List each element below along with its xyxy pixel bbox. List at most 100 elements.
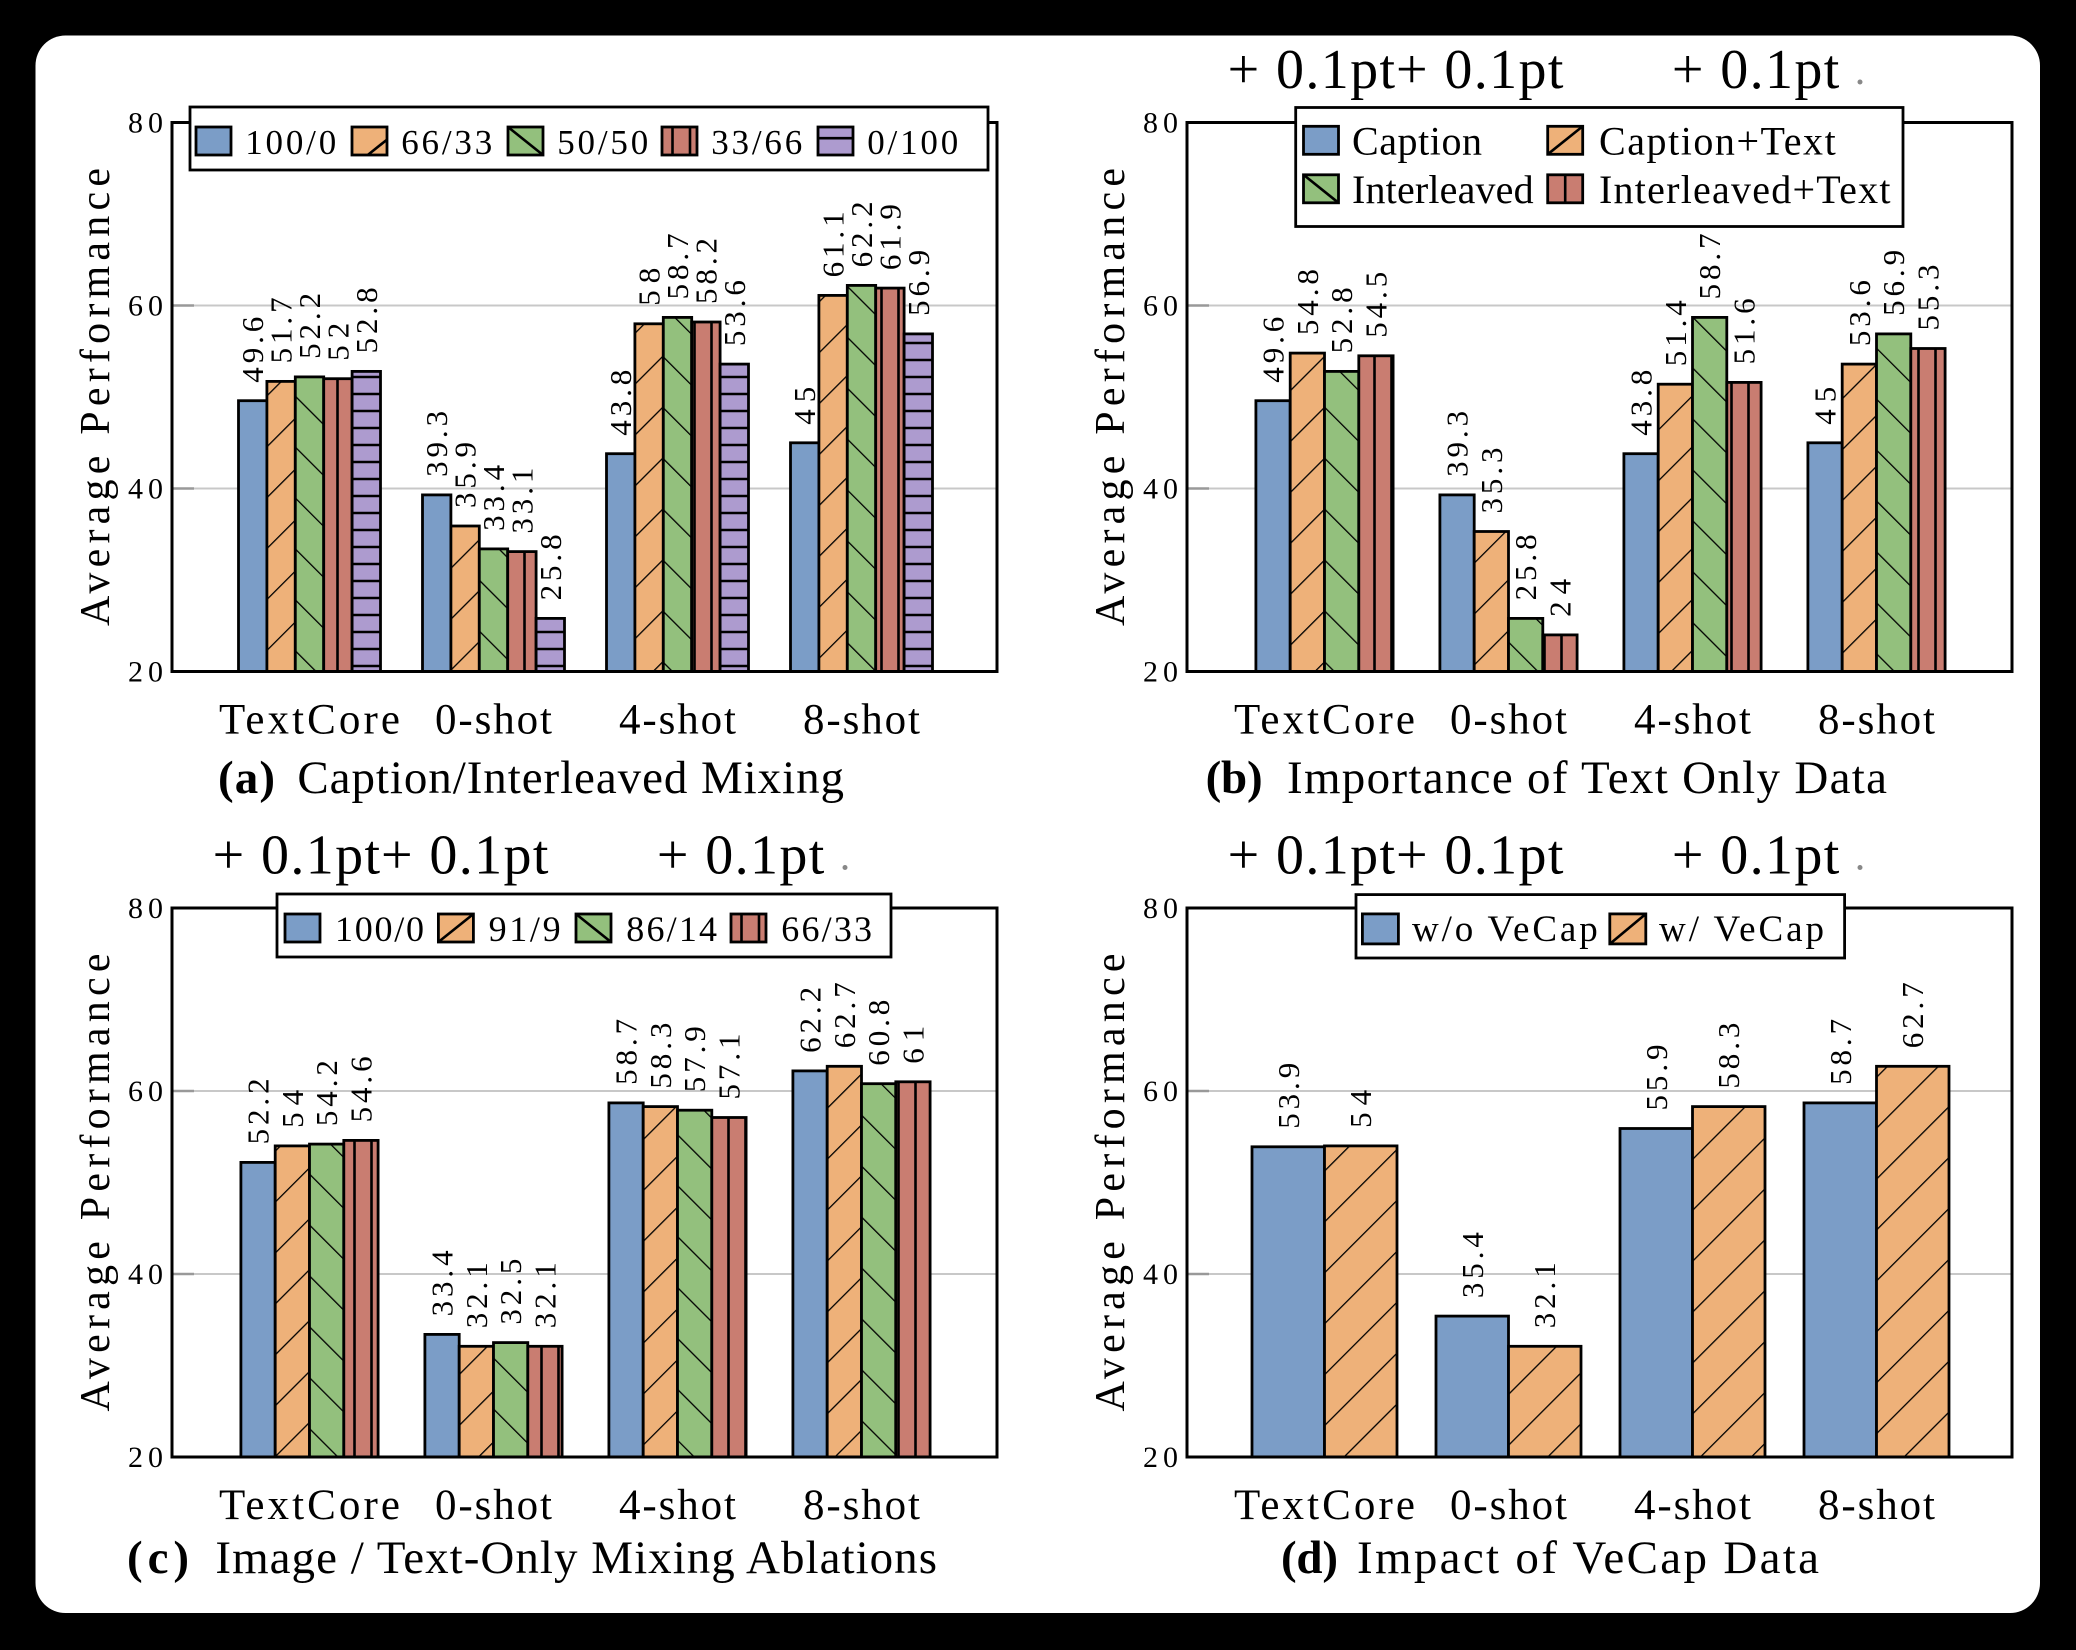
- svg-text:56.9: 56.9: [901, 250, 936, 316]
- svg-text:+ 0.1pt: + 0.1pt: [213, 825, 381, 887]
- svg-text:52.8: 52.8: [349, 287, 384, 353]
- svg-text:0-shot: 0-shot: [435, 1482, 552, 1529]
- svg-text:57.1: 57.1: [711, 1034, 746, 1100]
- svg-text:32.1: 32.1: [459, 1262, 494, 1328]
- svg-text:53.6: 53.6: [717, 280, 752, 346]
- svg-text:35.4: 35.4: [1455, 1232, 1490, 1299]
- svg-text:61.1: 61.1: [816, 211, 851, 277]
- svg-text:60.8: 60.8: [861, 1000, 896, 1066]
- svg-text:54.8: 54.8: [1290, 269, 1325, 335]
- svg-text:39.3: 39.3: [419, 411, 454, 477]
- svg-text:Importance of Text Only Data: Importance of Text Only Data: [1287, 752, 1887, 804]
- svg-text:(a): (a): [218, 752, 275, 804]
- svg-text:52.8: 52.8: [1324, 287, 1359, 353]
- svg-text:+ 0.1pt: + 0.1pt: [1228, 825, 1396, 887]
- svg-text:0/100: 0/100: [867, 123, 958, 162]
- svg-text:35.3: 35.3: [1474, 448, 1509, 514]
- svg-text:Image / Text-Only Mixing Ablat: Image / Text-Only Mixing Ablations: [215, 1532, 937, 1584]
- svg-text:54.6: 54.6: [343, 1056, 378, 1122]
- svg-text:+ 0.1pt: + 0.1pt: [1672, 39, 1840, 101]
- svg-text:+ 0.1pt: + 0.1pt: [1396, 825, 1564, 887]
- svg-text:58.3: 58.3: [1711, 1023, 1746, 1089]
- svg-text:52.2: 52.2: [292, 293, 327, 359]
- svg-text:8-shot: 8-shot: [803, 697, 920, 744]
- svg-text:58.7: 58.7: [1692, 233, 1727, 299]
- svg-text:Interleaved+Text: Interleaved+Text: [1599, 167, 1891, 212]
- svg-text:Caption: Caption: [1352, 119, 1482, 164]
- svg-text:25.8: 25.8: [533, 534, 568, 600]
- svg-text:62.7: 62.7: [1895, 982, 1930, 1048]
- svg-text:+ 0.1pt: + 0.1pt: [657, 825, 825, 887]
- svg-text:55.3: 55.3: [1911, 265, 1946, 331]
- svg-text:58.3: 58.3: [643, 1023, 678, 1089]
- svg-text:Caption+Text: Caption+Text: [1599, 119, 1836, 164]
- svg-text:51.7: 51.7: [264, 297, 299, 363]
- svg-text:Impact of VeCap Data: Impact of VeCap Data: [1357, 1532, 1819, 1584]
- svg-text:(b): (b): [1206, 752, 1263, 804]
- svg-text:33/66: 33/66: [711, 123, 802, 162]
- svg-text:+ 0.1pt: + 0.1pt: [381, 825, 549, 887]
- svg-text:32.5: 32.5: [493, 1259, 528, 1325]
- svg-text:TextCore: TextCore: [219, 697, 400, 744]
- svg-text:51.4: 51.4: [1658, 300, 1693, 367]
- svg-text:4-shot: 4-shot: [619, 1482, 736, 1529]
- svg-text:43.8: 43.8: [1624, 370, 1659, 436]
- svg-text:53.6: 53.6: [1842, 280, 1877, 346]
- svg-text:66/33: 66/33: [781, 909, 872, 949]
- svg-text:62.2: 62.2: [793, 987, 828, 1053]
- svg-text:+ 0.1pt: + 0.1pt: [1396, 39, 1564, 101]
- svg-text:51.6: 51.6: [1727, 298, 1762, 364]
- svg-text:32.1: 32.1: [1527, 1262, 1562, 1328]
- svg-text:32.1: 32.1: [527, 1262, 562, 1328]
- svg-text:Average Performance: Average Performance: [73, 168, 119, 626]
- svg-text:100/0: 100/0: [245, 123, 336, 162]
- svg-text:33.4: 33.4: [476, 464, 511, 531]
- svg-text:Interleaved: Interleaved: [1352, 167, 1534, 212]
- svg-text:0-shot: 0-shot: [1450, 1482, 1567, 1529]
- svg-text:TextCore: TextCore: [219, 1482, 400, 1529]
- svg-text:8-shot: 8-shot: [1818, 1482, 1935, 1529]
- svg-text:54.5: 54.5: [1359, 272, 1394, 338]
- svg-text:57.9: 57.9: [677, 1026, 712, 1092]
- svg-text:w/o VeCap: w/o VeCap: [1412, 909, 1598, 950]
- svg-text:(c): (c): [127, 1532, 189, 1584]
- svg-text:25.8: 25.8: [1508, 534, 1543, 600]
- svg-text:52.2: 52.2: [241, 1078, 276, 1144]
- svg-text:43.8: 43.8: [603, 370, 638, 436]
- svg-text:33.1: 33.1: [504, 468, 539, 534]
- svg-text:58.7: 58.7: [660, 233, 695, 299]
- svg-text:TextCore: TextCore: [1234, 1482, 1415, 1529]
- svg-text:66/33: 66/33: [401, 123, 492, 162]
- svg-text:+ 0.1pt: + 0.1pt: [1672, 825, 1840, 887]
- svg-text:w/ VeCap: w/ VeCap: [1659, 909, 1824, 950]
- svg-text:39.3: 39.3: [1440, 411, 1475, 477]
- svg-text:8-shot: 8-shot: [803, 1482, 920, 1529]
- svg-text:8-shot: 8-shot: [1818, 697, 1935, 744]
- svg-text:53.9: 53.9: [1271, 1063, 1306, 1129]
- svg-text:4-shot: 4-shot: [1634, 697, 1751, 744]
- svg-text:54.2: 54.2: [309, 1060, 344, 1126]
- svg-text:58.2: 58.2: [688, 238, 723, 304]
- svg-text:50/50: 50/50: [557, 123, 648, 162]
- svg-text:4-shot: 4-shot: [619, 697, 736, 744]
- svg-text:4-shot: 4-shot: [1634, 1482, 1751, 1529]
- svg-text:Average Performance: Average Performance: [1088, 954, 1134, 1412]
- svg-text:Caption/Interleaved Mixing: Caption/Interleaved Mixing: [297, 752, 844, 804]
- svg-text:Average Performance: Average Performance: [73, 954, 119, 1412]
- svg-text:91/9: 91/9: [489, 909, 561, 949]
- svg-text:58.7: 58.7: [1823, 1019, 1858, 1085]
- svg-text:100/0: 100/0: [335, 909, 424, 949]
- svg-text:62.7: 62.7: [827, 982, 862, 1048]
- svg-text:86/14: 86/14: [626, 909, 717, 949]
- svg-text:61.9: 61.9: [872, 204, 907, 270]
- svg-text:55.9: 55.9: [1639, 1045, 1674, 1111]
- svg-text:(d): (d): [1281, 1532, 1338, 1584]
- svg-text:TextCore: TextCore: [1234, 697, 1415, 744]
- svg-text:49.6: 49.6: [235, 317, 270, 383]
- svg-text:62.2: 62.2: [844, 201, 879, 267]
- svg-text:56.9: 56.9: [1876, 250, 1911, 316]
- svg-text:58.7: 58.7: [609, 1019, 644, 1085]
- svg-text:35.9: 35.9: [448, 442, 483, 508]
- svg-text:0-shot: 0-shot: [1450, 697, 1567, 744]
- svg-text:+ 0.1pt: + 0.1pt: [1228, 39, 1396, 101]
